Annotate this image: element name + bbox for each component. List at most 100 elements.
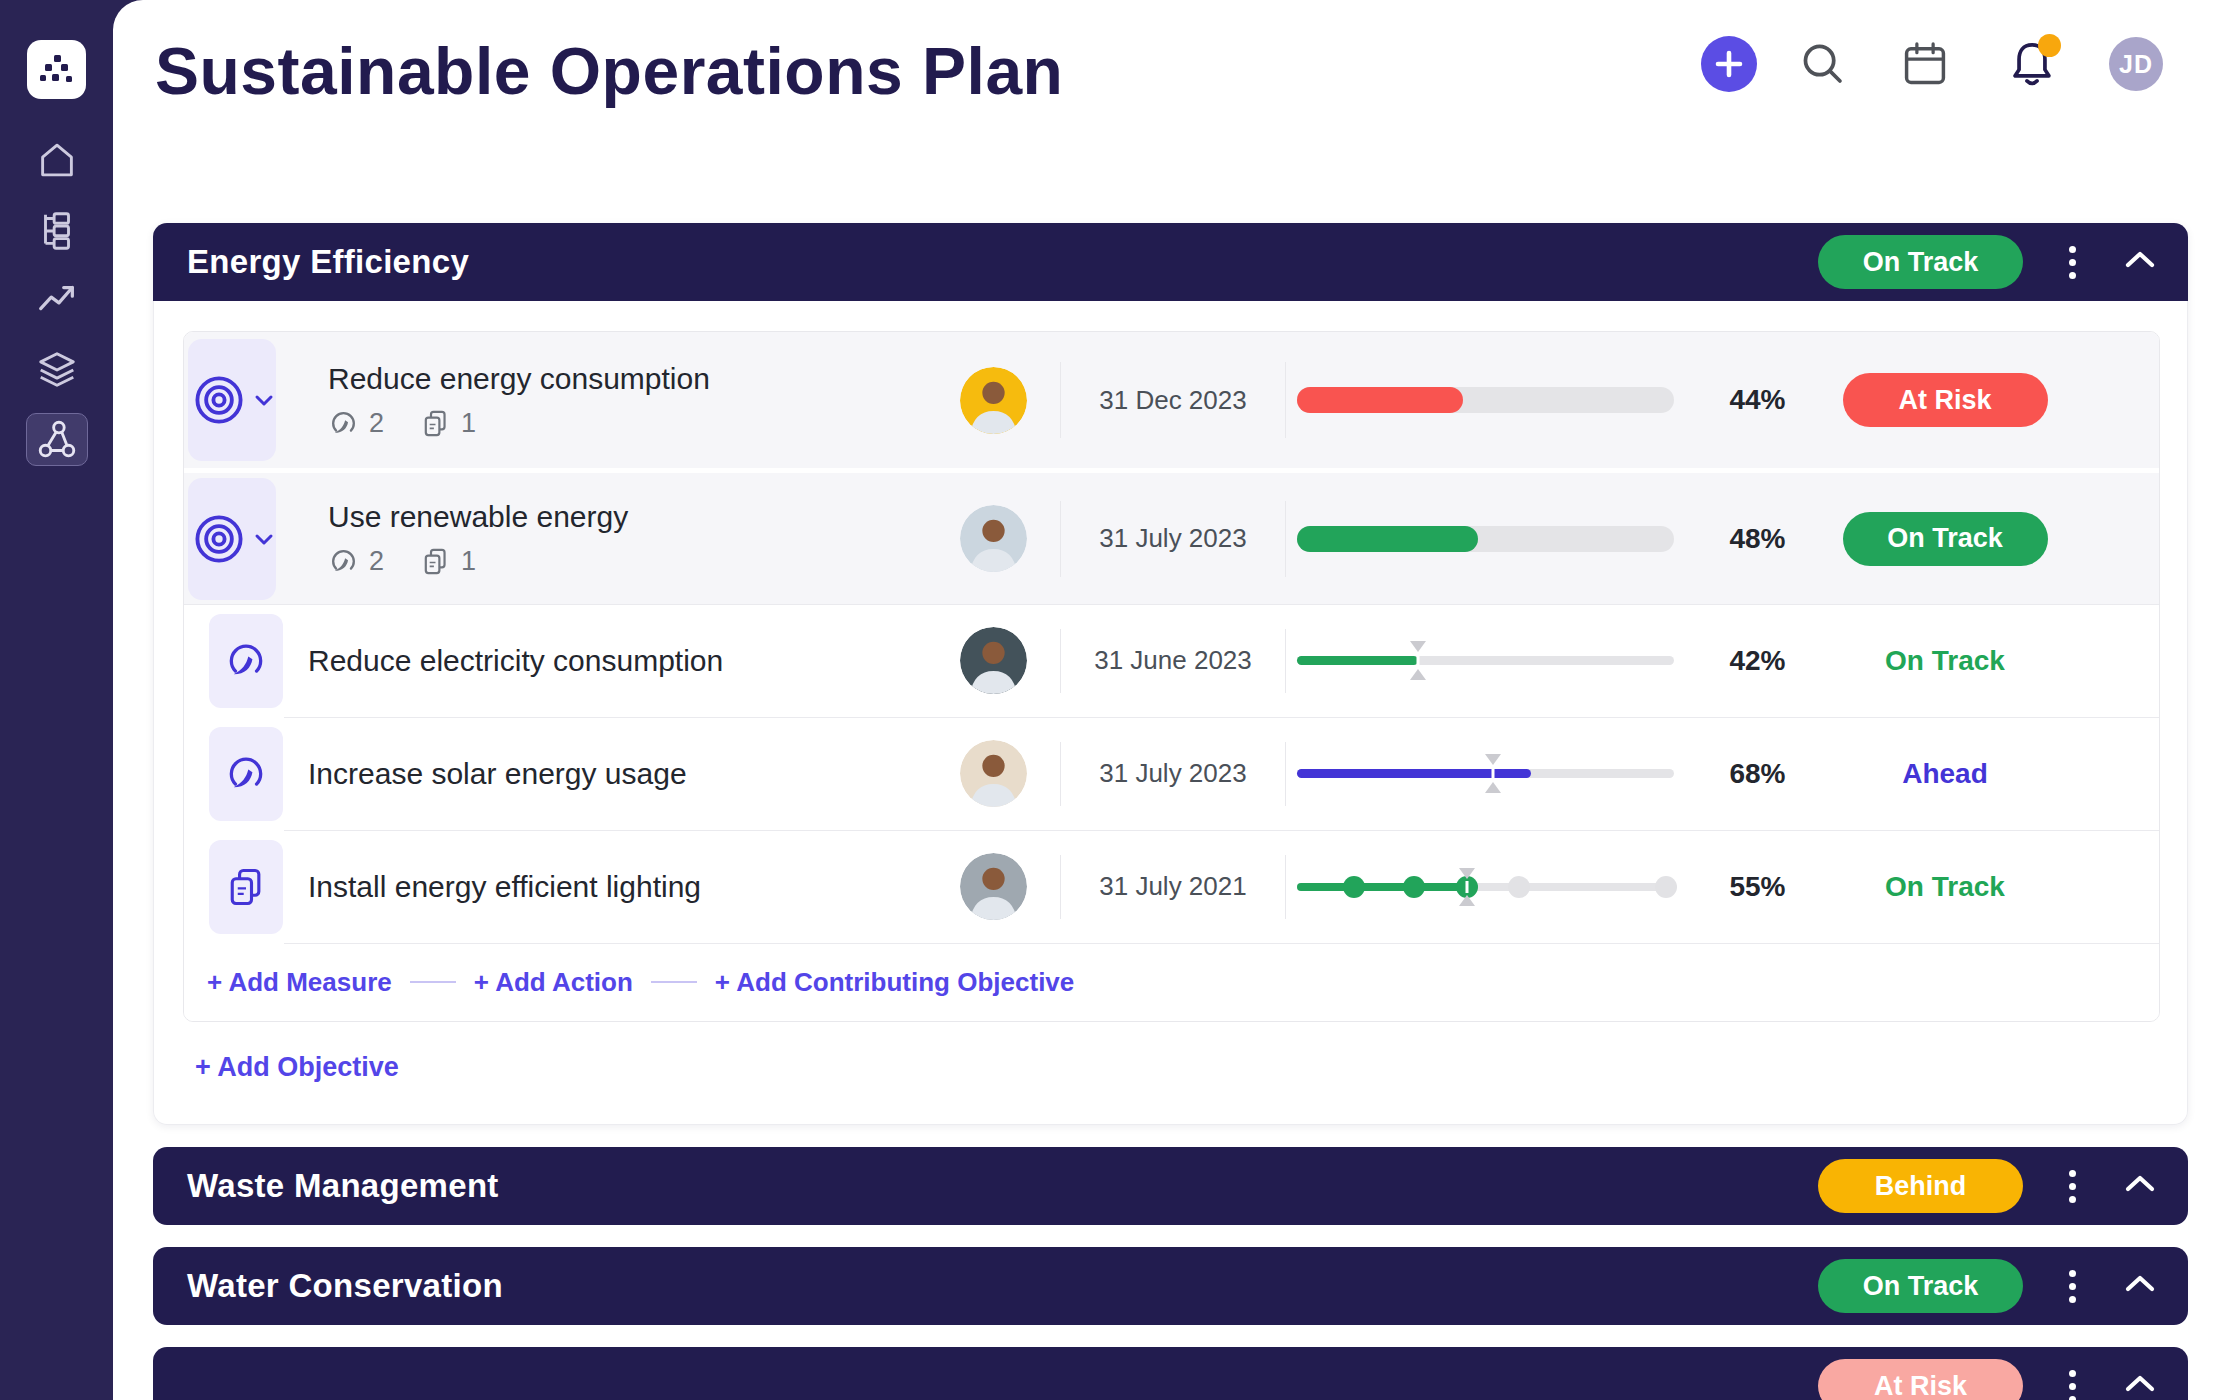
- assignee-avatar[interactable]: [960, 853, 1027, 920]
- expected-marker-bottom: [1485, 782, 1501, 793]
- target-tile[interactable]: [188, 478, 276, 600]
- kebab-menu[interactable]: [2059, 1370, 2086, 1400]
- status-pill[interactable]: On Track: [1843, 512, 2048, 566]
- target-tile[interactable]: [188, 339, 276, 461]
- kebab-menu[interactable]: [2059, 246, 2086, 279]
- copy-tile[interactable]: [209, 840, 283, 934]
- notifications-button[interactable]: [2005, 37, 2059, 91]
- progress-bar[interactable]: [1297, 526, 1674, 552]
- row-title[interactable]: Increase solar energy usage: [308, 757, 687, 791]
- row-title[interactable]: Reduce electricity consumption: [308, 644, 723, 678]
- chevron-down-icon[interactable]: [254, 393, 274, 407]
- sidebar-item-layers[interactable]: [26, 343, 88, 396]
- due-date: 31 July 2023: [1061, 523, 1285, 554]
- row-item: Increase solar energy usage 31 July 2023 6…: [184, 717, 2159, 830]
- section-header[interactable]: At Risk: [153, 1347, 2188, 1400]
- collapse-button[interactable]: [2116, 1169, 2164, 1203]
- calendar-button[interactable]: [1899, 38, 1951, 90]
- sidebar-item-trending[interactable]: [26, 273, 88, 326]
- progress-line[interactable]: [1297, 656, 1674, 665]
- add-links-row: + Add Measure + Add Action + Add Contribut…: [184, 943, 2159, 1021]
- row-item: Install energy efficient lighting 31 July…: [184, 830, 2159, 943]
- home-icon: [34, 137, 80, 183]
- row-title[interactable]: Use renewable energy: [328, 500, 628, 534]
- page-title: Sustainable Operations Plan: [155, 33, 1063, 109]
- progress-percent: 68%: [1700, 758, 1815, 790]
- status-label: On Track: [1885, 645, 2005, 677]
- due-date: 31 July 2021: [1061, 871, 1285, 902]
- layers-icon: [34, 347, 80, 393]
- section-body: Reduce energy consumption2131 Dec 202344…: [153, 301, 2188, 1125]
- assignee-avatar[interactable]: [960, 367, 1027, 434]
- gauge-tile[interactable]: [209, 727, 283, 821]
- add-objective-link[interactable]: + Add Objective: [195, 1052, 399, 1082]
- section-collapsed: At Risk: [153, 1347, 2188, 1400]
- chevron-down-icon[interactable]: [254, 532, 274, 546]
- progress-milestones[interactable]: [1297, 883, 1674, 891]
- progress-percent: 48%: [1700, 523, 1815, 555]
- expected-marker-bottom: [1459, 895, 1475, 906]
- milestone-dot: [1508, 876, 1530, 898]
- connector-line: [410, 981, 456, 983]
- progress-bar[interactable]: [1297, 387, 1674, 413]
- collapse-button[interactable]: [2116, 245, 2164, 279]
- user-initials: JD: [2119, 50, 2153, 79]
- progress-percent: 42%: [1700, 645, 1815, 677]
- collapse-button[interactable]: [2116, 1269, 2164, 1303]
- section-title: Water Conservation: [187, 1267, 1818, 1305]
- milestone-dot: [1403, 876, 1425, 898]
- header-actions: JD: [1701, 36, 2163, 92]
- section-header[interactable]: Water ConservationOn Track: [153, 1247, 2188, 1325]
- section-title: Energy Efficiency: [187, 243, 1818, 281]
- status-pill[interactable]: At Risk: [1843, 373, 2048, 427]
- section-status-pill[interactable]: At Risk: [1818, 1359, 2023, 1400]
- progress-percent: 44%: [1700, 384, 1815, 416]
- kebab-menu[interactable]: [2059, 1270, 2086, 1303]
- status-label: Ahead: [1902, 758, 1988, 790]
- section-water-conservation: Water ConservationOn Track: [153, 1247, 2188, 1325]
- sidebar-item-home[interactable]: [26, 133, 88, 186]
- sidebar-item-network[interactable]: [26, 413, 88, 466]
- row-title[interactable]: Reduce energy consumption: [328, 362, 710, 396]
- calendar-icon: [1899, 38, 1951, 90]
- logo-glyph: [37, 50, 77, 90]
- expected-marker-gap: [1465, 881, 1468, 893]
- main: Sustainable Operations Plan JD Energy Ef…: [113, 0, 2230, 1400]
- notification-badge: [2038, 34, 2061, 57]
- sidebar-item-hierarchy[interactable]: [26, 203, 88, 256]
- add-button[interactable]: [1701, 36, 1757, 92]
- assignee-avatar[interactable]: [960, 505, 1027, 572]
- row-title[interactable]: Install energy efficient lighting: [308, 870, 701, 904]
- collapse-button[interactable]: [2116, 1369, 2164, 1400]
- plus-icon: [1714, 49, 1744, 79]
- sidebar: [0, 0, 113, 1400]
- search-icon: [1797, 38, 1849, 90]
- page-header: Sustainable Operations Plan JD: [153, 0, 2188, 223]
- section-status-pill[interactable]: Behind: [1818, 1159, 2023, 1213]
- section-status-pill[interactable]: On Track: [1818, 1259, 2023, 1313]
- search-button[interactable]: [1797, 38, 1849, 90]
- app-logo[interactable]: [27, 40, 86, 99]
- gauge-count-badge: 2: [328, 546, 384, 577]
- section-waste-management: Waste ManagementBehind: [153, 1147, 2188, 1225]
- assignee-avatar[interactable]: [960, 627, 1027, 694]
- expected-marker-gap: [1416, 654, 1419, 667]
- add-link-2[interactable]: + Add Contributing Objective: [715, 967, 1074, 998]
- progress-line[interactable]: [1297, 769, 1674, 778]
- section-energy-efficiency: Energy EfficiencyOn TrackReduce energy c…: [153, 223, 2188, 1125]
- milestone-dot: [1343, 876, 1365, 898]
- due-date: 31 July 2023: [1061, 758, 1285, 789]
- kebab-menu[interactable]: [2059, 1170, 2086, 1203]
- assignee-avatar[interactable]: [960, 740, 1027, 807]
- section-header[interactable]: Waste ManagementBehind: [153, 1147, 2188, 1225]
- add-link-1[interactable]: + Add Action: [474, 967, 633, 998]
- network-icon: [34, 417, 80, 463]
- add-link-0[interactable]: + Add Measure: [207, 967, 392, 998]
- gauge-tile[interactable]: [209, 614, 283, 708]
- user-avatar[interactable]: JD: [2109, 37, 2163, 91]
- objective-panel: Reduce energy consumption2131 Dec 202344…: [183, 331, 2160, 1022]
- row-item: Reduce electricity consumption31 June 20…: [184, 604, 2159, 717]
- section-status-pill[interactable]: On Track: [1818, 235, 2023, 289]
- section-header[interactable]: Energy EfficiencyOn Track: [153, 223, 2188, 301]
- row-objective: Reduce energy consumption2131 Dec 202344…: [184, 332, 2159, 468]
